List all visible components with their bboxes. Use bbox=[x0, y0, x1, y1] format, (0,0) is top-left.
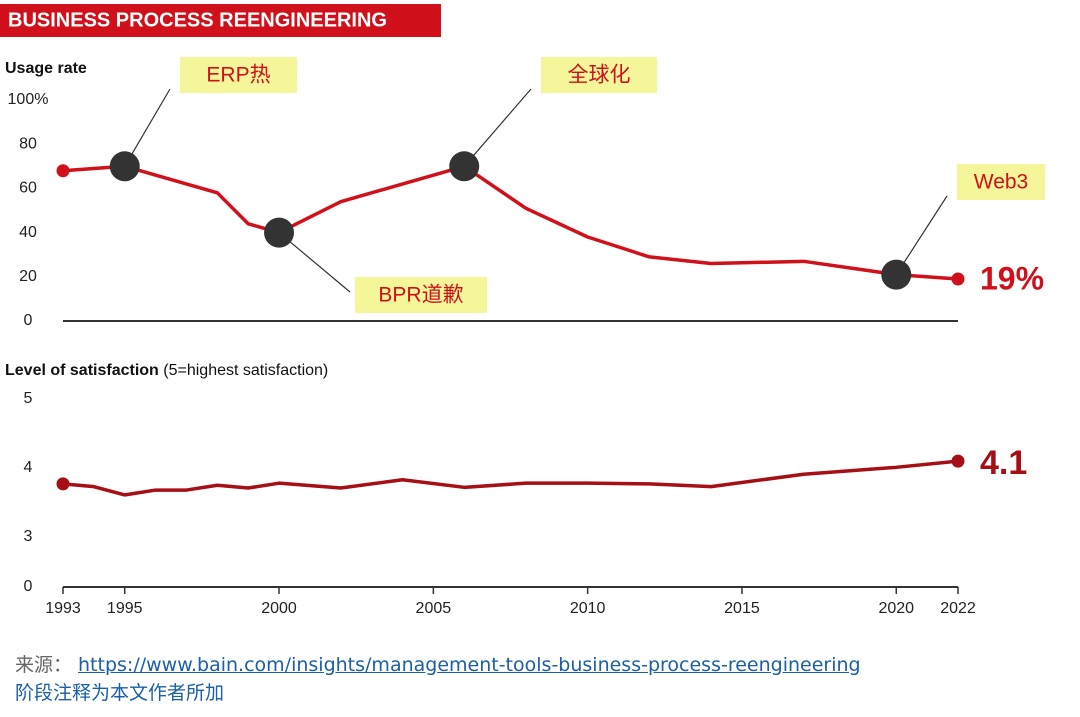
annotation-box bbox=[541, 57, 657, 93]
chart: BUSINESS PROCESS REENGINEERING Usage rat… bbox=[0, 4, 1045, 617]
y-tick-label: 60 bbox=[19, 180, 37, 197]
source-link[interactable]: https://www.bain.com/insights/management… bbox=[78, 654, 861, 676]
y-axis-note: (5=highest satisfaction) bbox=[163, 362, 328, 379]
value-label: 19% bbox=[980, 260, 1044, 296]
annotation-marker bbox=[264, 217, 295, 248]
annotation-marker bbox=[449, 151, 480, 182]
y-tick-label: 20 bbox=[19, 268, 37, 285]
source-label: 来源： bbox=[15, 654, 73, 676]
x-tick-label: 2022 bbox=[940, 600, 976, 617]
x-tick-label: 1995 bbox=[107, 600, 143, 617]
y-tick-label: 100% bbox=[8, 91, 49, 108]
annotation-box bbox=[957, 164, 1045, 200]
y-tick-label: 80 bbox=[19, 135, 37, 152]
y-tick-label: 5 bbox=[24, 390, 33, 407]
point bbox=[951, 454, 965, 468]
note: 阶段注释为本文作者所加 bbox=[15, 682, 225, 704]
annotation: Web3 bbox=[974, 171, 1028, 194]
annotation-marker bbox=[881, 259, 912, 290]
annotation: ERP热 bbox=[206, 64, 270, 87]
y-tick-label: 4 bbox=[24, 459, 33, 476]
annotation-box bbox=[180, 57, 297, 93]
point bbox=[56, 477, 70, 491]
callout-line bbox=[278, 232, 351, 293]
line bbox=[62, 164, 959, 281]
y-axis-label: Level of satisfaction (5=highest satisfa… bbox=[5, 362, 328, 379]
y-tick-label: 0 bbox=[24, 578, 33, 595]
line bbox=[62, 459, 959, 497]
annotation: 全球化 bbox=[568, 64, 631, 87]
x-tick-label: 2020 bbox=[878, 600, 914, 617]
source: 来源： https://www.bain.com/insights/managem… bbox=[15, 650, 861, 677]
chart-title: BUSINESS PROCESS REENGINEERING bbox=[8, 9, 387, 31]
x-tick-label: 2010 bbox=[570, 600, 606, 617]
point bbox=[951, 272, 965, 286]
x-tick-label: 2015 bbox=[724, 600, 760, 617]
title-box bbox=[0, 4, 441, 37]
value-label: 4.1 bbox=[980, 444, 1027, 482]
callout-line bbox=[463, 88, 532, 167]
x-tick-label: 2000 bbox=[261, 600, 297, 617]
y-axis-label: Level of satisfaction bbox=[5, 362, 159, 379]
y-tick-label: 0 bbox=[24, 312, 33, 329]
annotation-box bbox=[355, 277, 487, 313]
x-tick-label: 2005 bbox=[416, 600, 452, 617]
y-axis-label: Usage rate bbox=[5, 60, 87, 77]
y-tick-label: 40 bbox=[19, 224, 37, 241]
annotation: BPR道歉 bbox=[378, 284, 463, 307]
y-tick-label: 3 bbox=[24, 528, 33, 545]
point bbox=[56, 164, 70, 178]
callout-line bbox=[895, 195, 948, 275]
annotation-marker bbox=[109, 151, 140, 182]
x-tick-label: 1993 bbox=[45, 600, 81, 617]
